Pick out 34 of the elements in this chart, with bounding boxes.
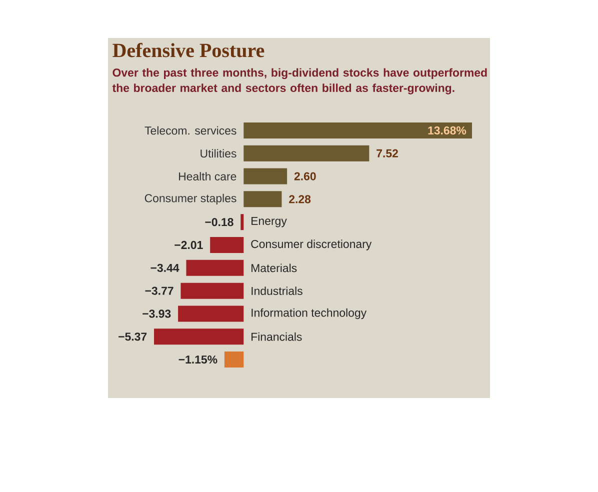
data-label: −3.44 [150, 264, 180, 272]
data-label: −2.01 [174, 240, 203, 250]
data-label: 7.52 [376, 149, 398, 158]
y-tick-label: Consumer discretionary [251, 240, 372, 250]
y-tick-label: Consumer staples [144, 194, 236, 205]
data-label: 2.28 [289, 195, 311, 204]
y-tick-label: Energy [252, 216, 287, 228]
bar [180, 282, 244, 299]
bar [240, 214, 244, 230]
bar [178, 306, 244, 322]
y-tick-label: Health care [179, 172, 236, 180]
y-tick-label: Utilities [200, 149, 236, 158]
bar [244, 122, 472, 138]
chart-subtitle: Over the past three months, big-dividend stocks have outperformed the broader market and sectors often billed as faster-growing. [112, 68, 487, 94]
y-tick-label: Telecom. services [144, 126, 236, 135]
chart-title: Defensive Posture [112, 42, 264, 58]
data-label: 13.68% [428, 126, 466, 135]
data-label: −1.15% [178, 356, 218, 364]
y-tick-label: Financials [252, 332, 302, 341]
data-label: −5.37 [118, 332, 147, 341]
bar [210, 236, 244, 253]
y-tick-label: Materials [252, 264, 297, 272]
data-label: −0.18 [205, 218, 234, 226]
data-label: −3.93 [142, 310, 171, 318]
bar [154, 328, 244, 345]
bar [244, 191, 282, 208]
y-tick-label: Industrials [252, 286, 302, 296]
data-label: −3.77 [145, 286, 174, 295]
bar [224, 352, 244, 368]
data-label: 2.60 [294, 172, 316, 180]
bar [186, 260, 244, 276]
y-tick-label: Information technology [252, 308, 367, 320]
bar [244, 145, 370, 162]
bar [244, 168, 288, 184]
